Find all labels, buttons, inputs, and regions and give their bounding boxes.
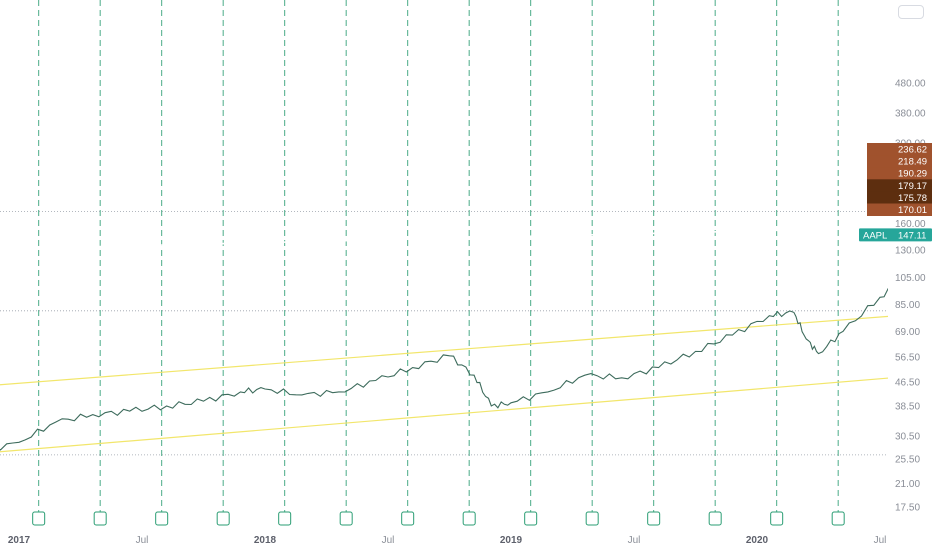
price-badge [867,143,932,156]
earnings-marker [462,511,476,526]
time-axis[interactable]: 2017Jul2018Jul2019Jul2020Jul2021Jul2022J… [0,530,932,550]
earnings-marker [524,511,538,526]
price-badge-label: 218.49 [898,157,927,168]
y-tick-label: 30.50 [895,431,920,442]
price-badge-label: 236.62 [898,145,927,156]
earnings-marker [647,511,661,526]
price-badge [867,191,932,204]
x-year-label: 2018 [254,535,277,546]
price-badge [867,179,932,192]
ticker-symbol: AAPL [863,230,887,241]
x-year-label: 2020 [746,535,769,546]
earnings-marker [770,511,784,526]
trendline [0,312,932,386]
earnings-marker [708,511,722,526]
earnings-marker [155,511,169,526]
earnings-marker [32,511,46,526]
y-tick-label: 105.00 [895,273,926,284]
chart-options-button[interactable] [898,5,924,19]
price-badge-label: 175.78 [898,193,927,204]
y-tick-label: 46.50 [895,377,920,388]
y-tick-label: 25.50 [895,454,920,465]
y-tick-label: 380.00 [895,108,926,119]
earnings-marker [278,511,292,526]
y-tick-label: 480.00 [895,79,926,90]
y-tick-label: 130.00 [895,246,926,257]
y-tick-label: 85.00 [895,300,920,311]
trendline [0,373,932,453]
price-badge [867,203,932,216]
price-badge-label: 170.01 [898,205,927,216]
price-badge [867,155,932,168]
earnings-marker [585,511,599,526]
trendline [744,282,932,317]
y-tick-label: 21.00 [895,479,920,490]
x-year-label: 2019 [500,535,523,546]
earnings-marker [401,511,415,526]
x-year-label: 2017 [8,535,31,546]
price-badge-label: 179.17 [898,181,927,192]
y-tick-label: 17.50 [895,503,920,514]
trendlines [0,225,932,453]
y-tick-label: 38.50 [895,402,920,413]
trendline [0,225,932,250]
price-badge [867,167,932,180]
time-axis-background [0,530,932,550]
y-tick-label: 160.00 [895,219,926,230]
earnings-markers[interactable] [0,511,932,526]
price-axis[interactable]: 17.50 21.00 25.50 30.50 38.50 46.50 56.50 69.00… [888,0,932,550]
price-series [0,250,932,451]
earnings-marker [831,511,845,526]
price-badge-label: 190.29 [898,169,927,180]
earnings-marker [93,511,107,526]
horizontal-levels [0,201,932,456]
x-month-label: Jul [382,535,395,546]
ticker-badge [859,228,932,242]
x-month-label: Jul [628,535,641,546]
y-tick-label: 69.00 [895,327,920,338]
x-month-label: Jul [136,535,149,546]
ticker-price: 147.11 [898,230,926,241]
x-month-label: Jul [874,535,887,546]
price-axis-background [888,0,932,550]
y-tick-label: 56.50 [895,352,920,363]
earnings-vertical-lines [38,0,901,512]
price-line [0,250,932,451]
earnings-marker [339,511,353,526]
earnings-marker [216,511,230,526]
